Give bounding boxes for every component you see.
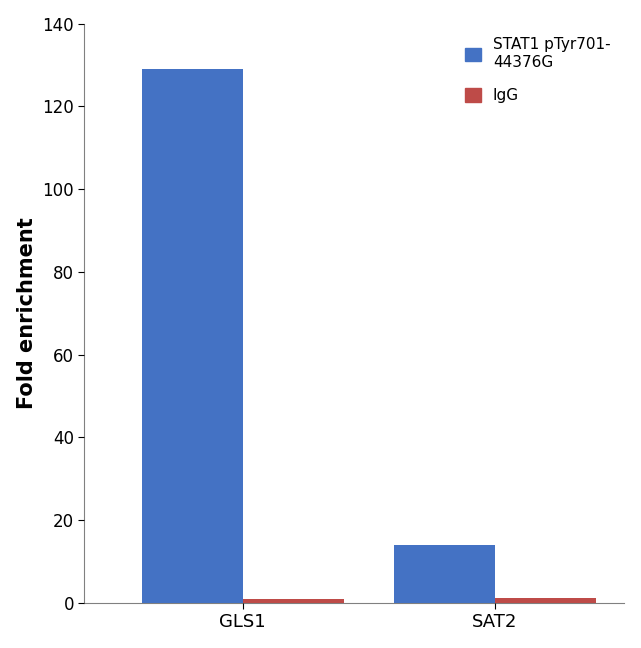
Bar: [495, 598, 595, 603]
Bar: [243, 599, 344, 603]
Legend: STAT1 pTyr701-
44376G, IgG: STAT1 pTyr701- 44376G, IgG: [460, 31, 617, 110]
Bar: [394, 545, 495, 603]
Bar: [142, 69, 243, 603]
Y-axis label: Fold enrichment: Fold enrichment: [17, 218, 37, 409]
